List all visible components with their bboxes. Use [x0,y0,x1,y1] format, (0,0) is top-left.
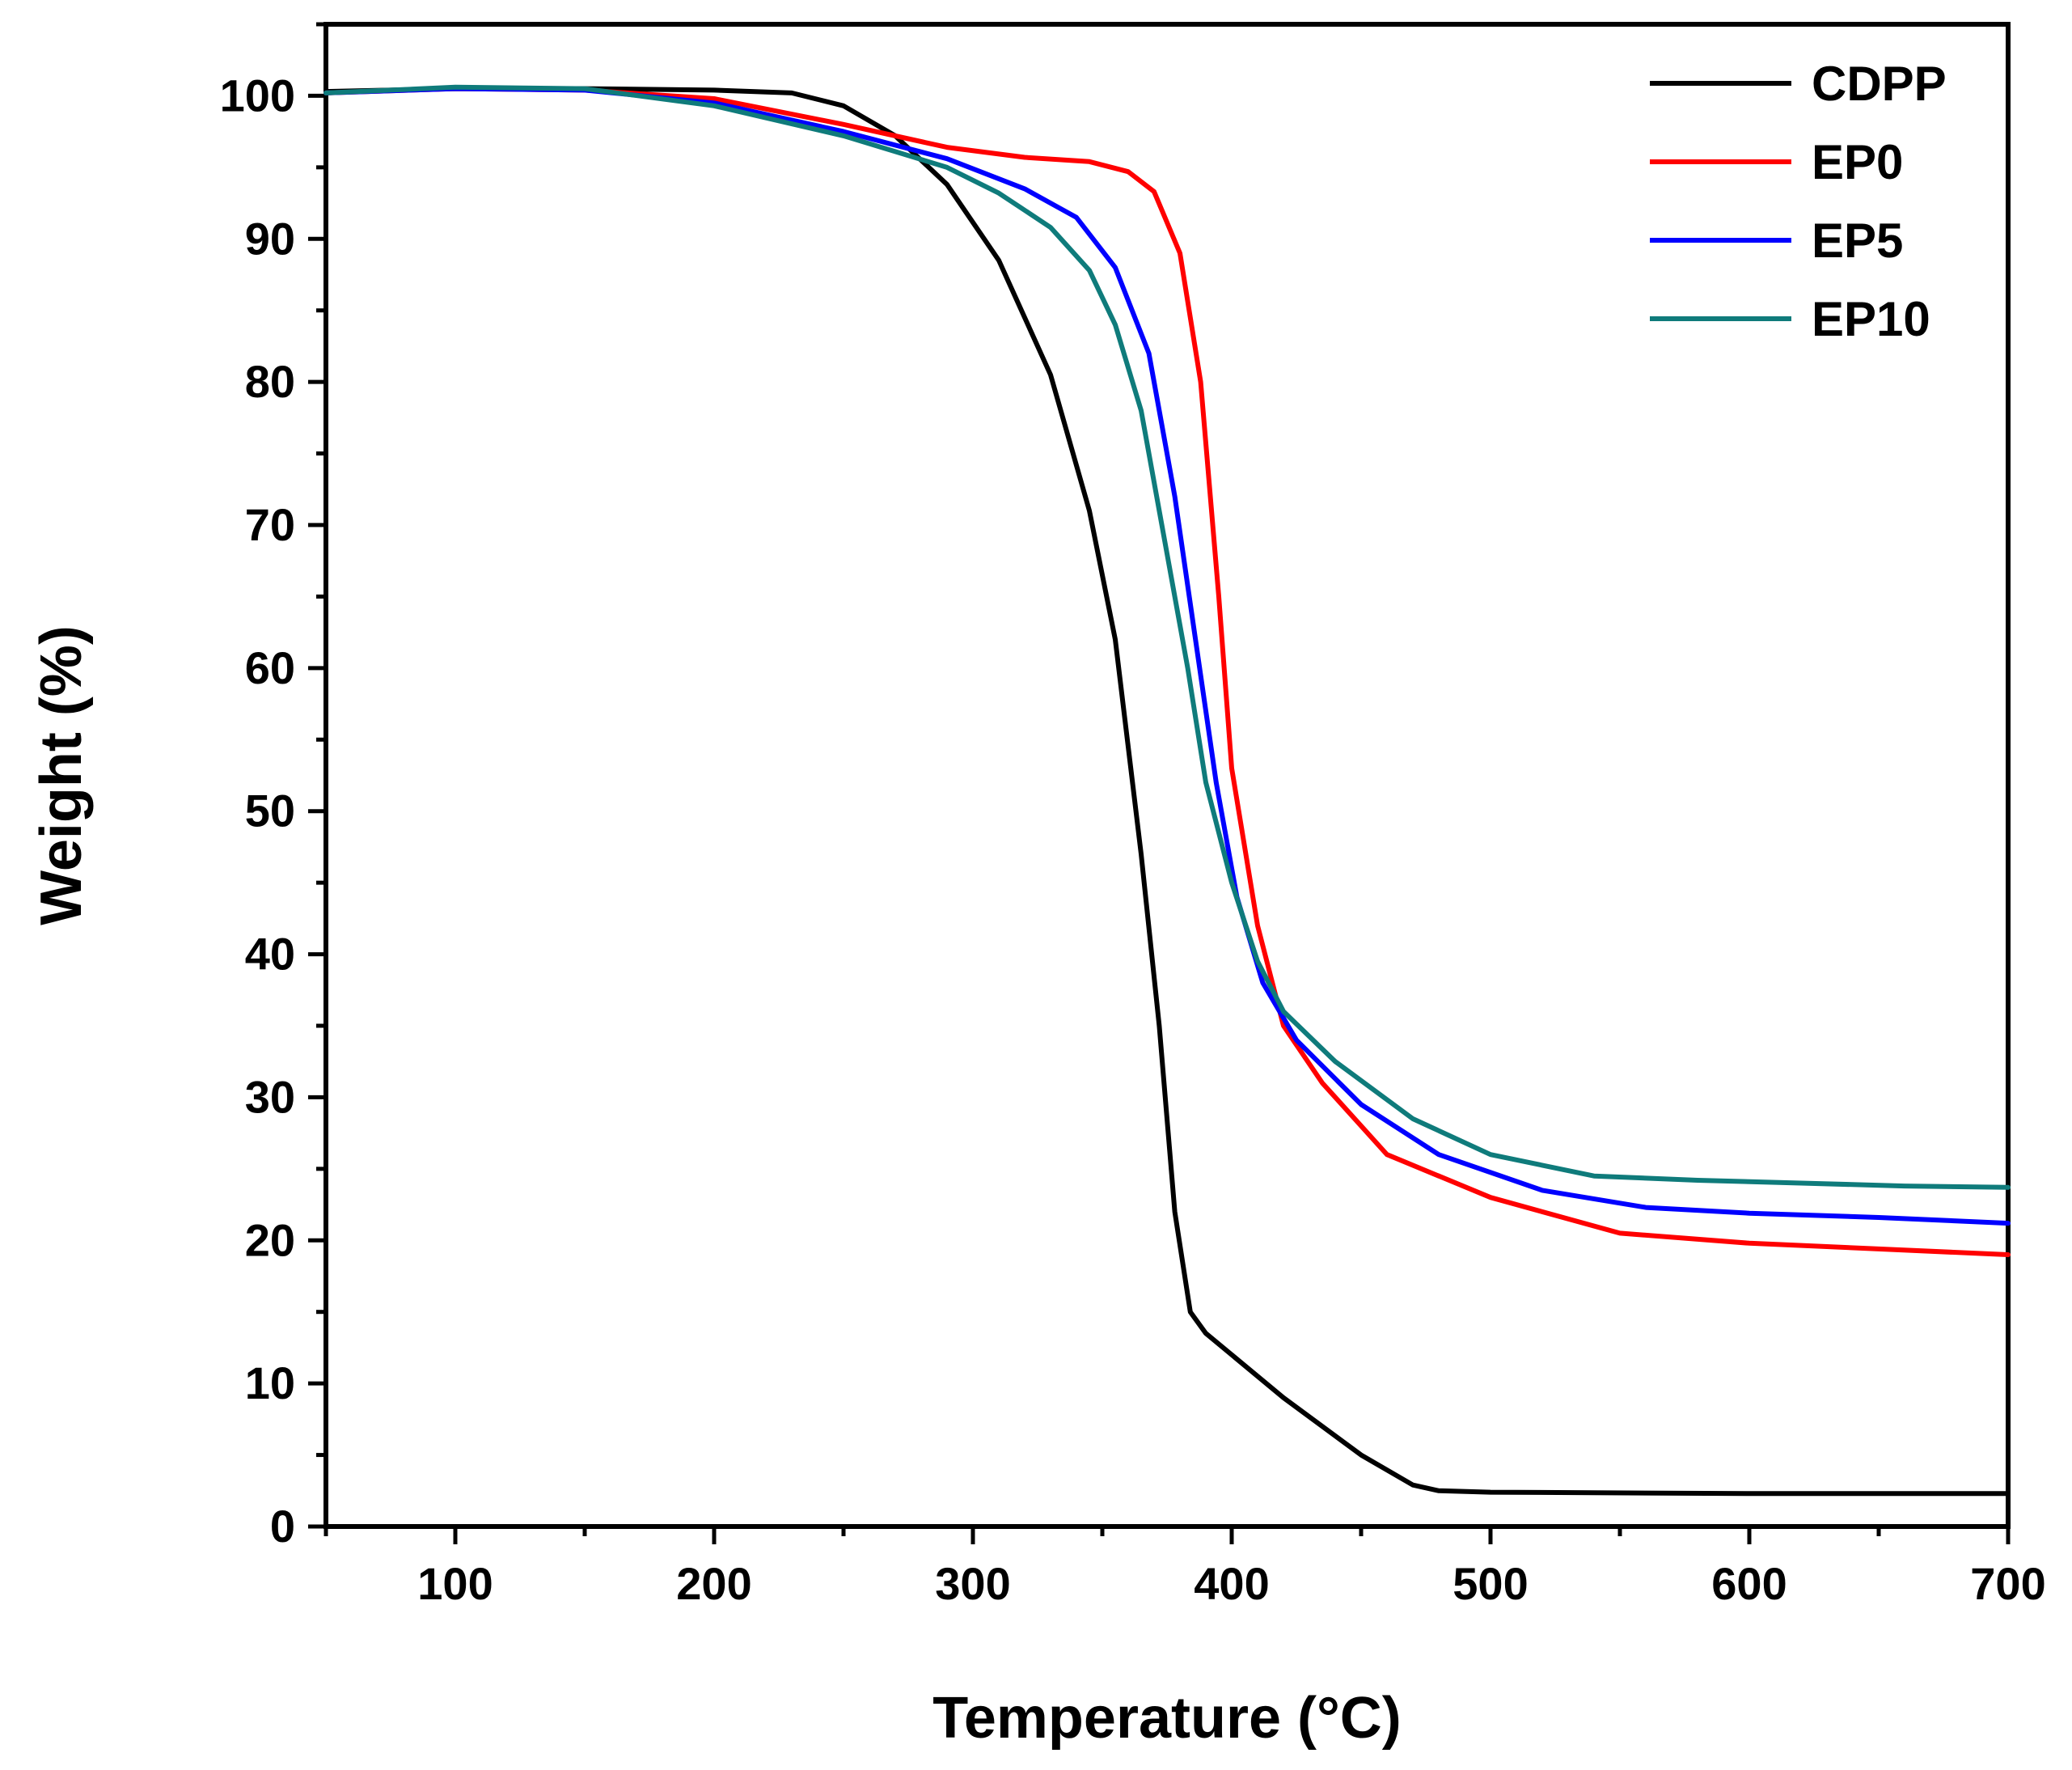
legend: CDPP EP0 EP5 EP10 [1650,57,1947,346]
series-line-ep5 [323,86,2011,1226]
y-tick-label: 70 [245,499,295,550]
x-tick-label: 200 [676,1558,751,1609]
legend-label-ep0: EP0 [1812,135,1903,189]
y-tick-label: 10 [245,1357,295,1408]
y-tick-label: 40 [245,929,295,980]
plot-frame [323,22,2011,1529]
legend-label-ep10: EP10 [1812,292,1930,346]
y-tick-label: 50 [245,785,295,836]
y-tick-label: 100 [220,70,295,121]
x-axis: 100 200 300 400 500 600 700 [323,1527,2046,1609]
x-tick-label: 400 [1194,1558,1269,1609]
y-axis: 0 10 20 30 40 50 60 70 80 90 100 [220,22,326,1552]
x-tick-label: 500 [1453,1558,1528,1609]
x-tick-label: 700 [1970,1558,2045,1609]
y-tick-label: 80 [245,356,295,407]
x-tick-label: 600 [1711,1558,1787,1609]
y-tick-label: 0 [270,1501,295,1552]
x-axis-title: Temperature (°C) [932,1686,1402,1751]
x-tick-label: 100 [417,1558,493,1609]
series-line-ep0 [323,86,2011,1257]
y-tick-label: 90 [245,213,295,264]
series-line-cdpp [323,86,2011,1497]
legend-label-cdpp: CDPP [1812,57,1947,111]
plot-area [323,22,2011,1529]
series-line-ep10 [323,84,2011,1190]
x-tick-label: 300 [935,1558,1010,1609]
y-tick-label: 20 [245,1214,295,1265]
series-lines [323,84,2011,1497]
y-tick-label: 30 [245,1071,295,1122]
y-axis-title: Weight (%) [29,625,94,925]
legend-label-ep5: EP5 [1812,214,1903,268]
y-tick-label: 60 [245,642,295,693]
